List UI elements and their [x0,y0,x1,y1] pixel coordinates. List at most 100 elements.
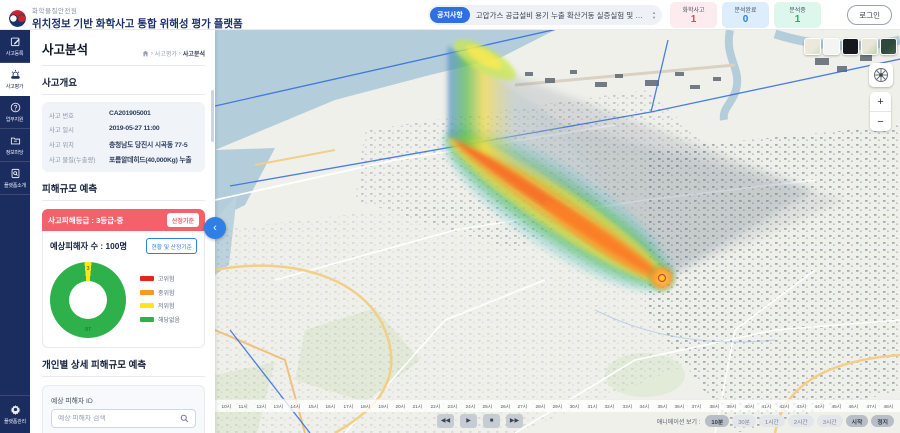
breadcrumb-sep: › [178,50,181,57]
forward-icon: ▶▶ [509,417,520,424]
sidebar-item-about[interactable]: 플랫폼소개 [0,162,30,195]
timeline-tick[interactable]: 23시 [447,403,458,410]
timeline-tick[interactable]: 10시 [221,403,232,410]
notice-bar[interactable]: 공지사항 고압가스 공급설비 용기 누출 확산거동 실증실험 및 위험... ▲… [428,5,662,25]
overview-row: 사고 번호 CA201905001 [49,110,151,120]
timeline-tick[interactable]: 46시 [848,403,859,410]
grade-criteria-button[interactable]: 산정기준 [166,213,199,227]
animation-button[interactable]: 30분 [732,415,756,427]
timeline-tick[interactable]: 33시 [622,403,632,410]
basemap-thumb-satellite[interactable] [880,38,897,55]
basemap-thumb-light[interactable] [804,38,821,55]
status-badge[interactable]: 분석완료 0 [722,2,769,28]
basemap-thumb-terrain[interactable] [861,38,878,55]
timeline-tick[interactable]: 35시 [657,403,667,410]
legend-swatch [140,316,154,322]
sidebar-item-admin[interactable]: 플랫폼관리 [0,395,30,433]
playback-controls: ◀◀ ▶ ■ ▶▶ [437,414,523,428]
app-logo: 화학물질안전원 위치정보 기반 화학사고 통합 위해성 평가 플랫폼 [8,5,243,31]
status-criteria-button[interactable]: 현황 및 산정기준 [146,238,197,254]
timeline-tick[interactable]: 44시 [814,403,824,410]
timeline-tick[interactable]: 17시 [343,403,353,410]
timeline-tick[interactable]: 19시 [378,403,388,410]
play-button[interactable]: ▶ [460,414,477,428]
victim-search-input[interactable] [58,415,180,422]
sidebar-item-assess[interactable]: 사고평가 [0,63,30,96]
notice-text: 고압가스 공급설비 용기 누출 확산거동 실증실험 및 위험... [475,10,653,20]
basemap-thumb-dark[interactable] [842,38,859,55]
timeline-tick[interactable]: 14시 [290,403,301,410]
basemap-thumb-gray[interactable] [823,38,840,55]
timeline-tick[interactable]: 31시 [587,403,597,410]
animation-button[interactable]: 10분 [705,415,730,427]
damage-grade-banner: 사고피해등급 : 3등급-중 산정기준 [42,209,205,231]
damage-body-card: 예상피해자 수 : 100명 현황 및 산정기준 3 97 고위험 중위험 저위험 해… [42,231,205,348]
sidebar-item-support[interactable]: 업무지원 [0,96,30,129]
timeline-tick[interactable]: 16시 [325,403,336,410]
timeline-tick[interactable]: 28시 [535,403,545,410]
zoom-in-button[interactable]: + [870,92,891,111]
timeline-tick[interactable]: 38시 [709,403,719,410]
panel-collapse-button[interactable]: ‹ [204,217,226,239]
animation-button[interactable]: 정지 [871,415,894,427]
page-title: 사고분석 [42,43,89,57]
timeline-tick[interactable]: 32시 [604,403,615,410]
help-icon [10,102,21,113]
timeline-tick[interactable]: 25시 [482,403,493,410]
damage-heading: 피해규모 예측 [42,172,205,201]
timeline-tick[interactable]: 11시 [238,403,249,410]
timeline-tick[interactable]: 40시 [744,403,754,410]
dispersion-plume [443,39,845,294]
status-badge[interactable]: 화학사고 1 [670,2,717,28]
login-button[interactable]: 로그인 [847,5,892,25]
timeline-tick[interactable]: 27시 [517,403,528,410]
timeline-tick[interactable]: 37시 [691,403,702,410]
sidebar-item-info[interactable]: 정보마당 [0,129,30,162]
timeline-bar[interactable]: 10시 11시 12시 13시 14시 15시 16시 17시 18시 19시 20시 21시 22시 2… [215,399,900,412]
folder-icon [10,135,21,146]
stop-button[interactable]: ■ [483,414,500,428]
timeline-tick[interactable]: 12시 [256,403,266,410]
forward-button[interactable]: ▶▶ [506,414,523,428]
timeline-tick[interactable]: 18시 [360,403,371,410]
timeline-tick[interactable]: 24시 [465,403,475,410]
rewind-button[interactable]: ◀◀ [437,414,454,428]
accident-overview-card: 사고 번호 CA201905001 사고 일시 2019-05-27 11:00 사고 … [42,102,205,172]
timeline-tick[interactable]: 20시 [395,403,406,410]
timeline-tick[interactable]: 30시 [569,403,580,410]
animation-button[interactable]: 시작 [845,415,869,427]
notice-scroll-arrows[interactable]: ▲ ▼ [652,9,656,20]
timeline-tick[interactable]: 26시 [500,403,510,410]
timeline-tick[interactable]: 36시 [674,403,685,410]
animation-button[interactable]: 1시간 [758,415,785,427]
search-icon[interactable] [180,414,189,423]
timeline-tick[interactable]: 42시 [779,403,789,410]
animation-button[interactable]: 2시간 [787,415,814,427]
timeline-tick[interactable]: 41시 [761,403,772,410]
map-canvas[interactable]: + − 10시 11시 12시 13시 14시 15시 16시 17시 18시 19시 20시 21시… [215,30,900,433]
legend-swatch [140,276,154,281]
compass-control[interactable] [869,63,893,87]
timeline-tick[interactable]: 29시 [552,403,562,410]
status-badge[interactable]: 분석중 1 [774,2,821,28]
overview-row: 사고 위치 충청남도 당진시 시곡동 77-5 [49,141,188,150]
rewind-icon: ◀◀ [440,417,451,424]
timeline-tick[interactable]: 13시 [273,403,283,410]
animation-button[interactable]: 3시간 [816,415,843,427]
timeline-tick[interactable]: 45시 [831,403,841,410]
timeline-tick[interactable]: 43시 [796,403,807,410]
timeline-tick[interactable]: 22시 [430,403,440,410]
panel-scrollbar[interactable] [210,90,214,142]
timeline-tick[interactable]: 47시 [866,403,876,410]
timeline-tick[interactable]: 48시 [883,403,894,410]
timeline-tick[interactable]: 34시 [639,403,650,410]
legend-item: 고위험 [140,274,180,283]
zoom-out-button[interactable]: − [870,112,891,131]
basemap-style-selector [804,38,897,55]
timeline-tick[interactable]: 15시 [308,403,318,410]
timeline-tick[interactable]: 21시 [412,403,423,410]
breadcrumb-item[interactable]: 사고평가 [154,52,177,58]
timeline-tick[interactable]: 39시 [726,403,737,410]
notice-badge: 공지사항 [430,7,470,23]
sidebar-item-register[interactable]: 사고등록 [0,30,30,63]
